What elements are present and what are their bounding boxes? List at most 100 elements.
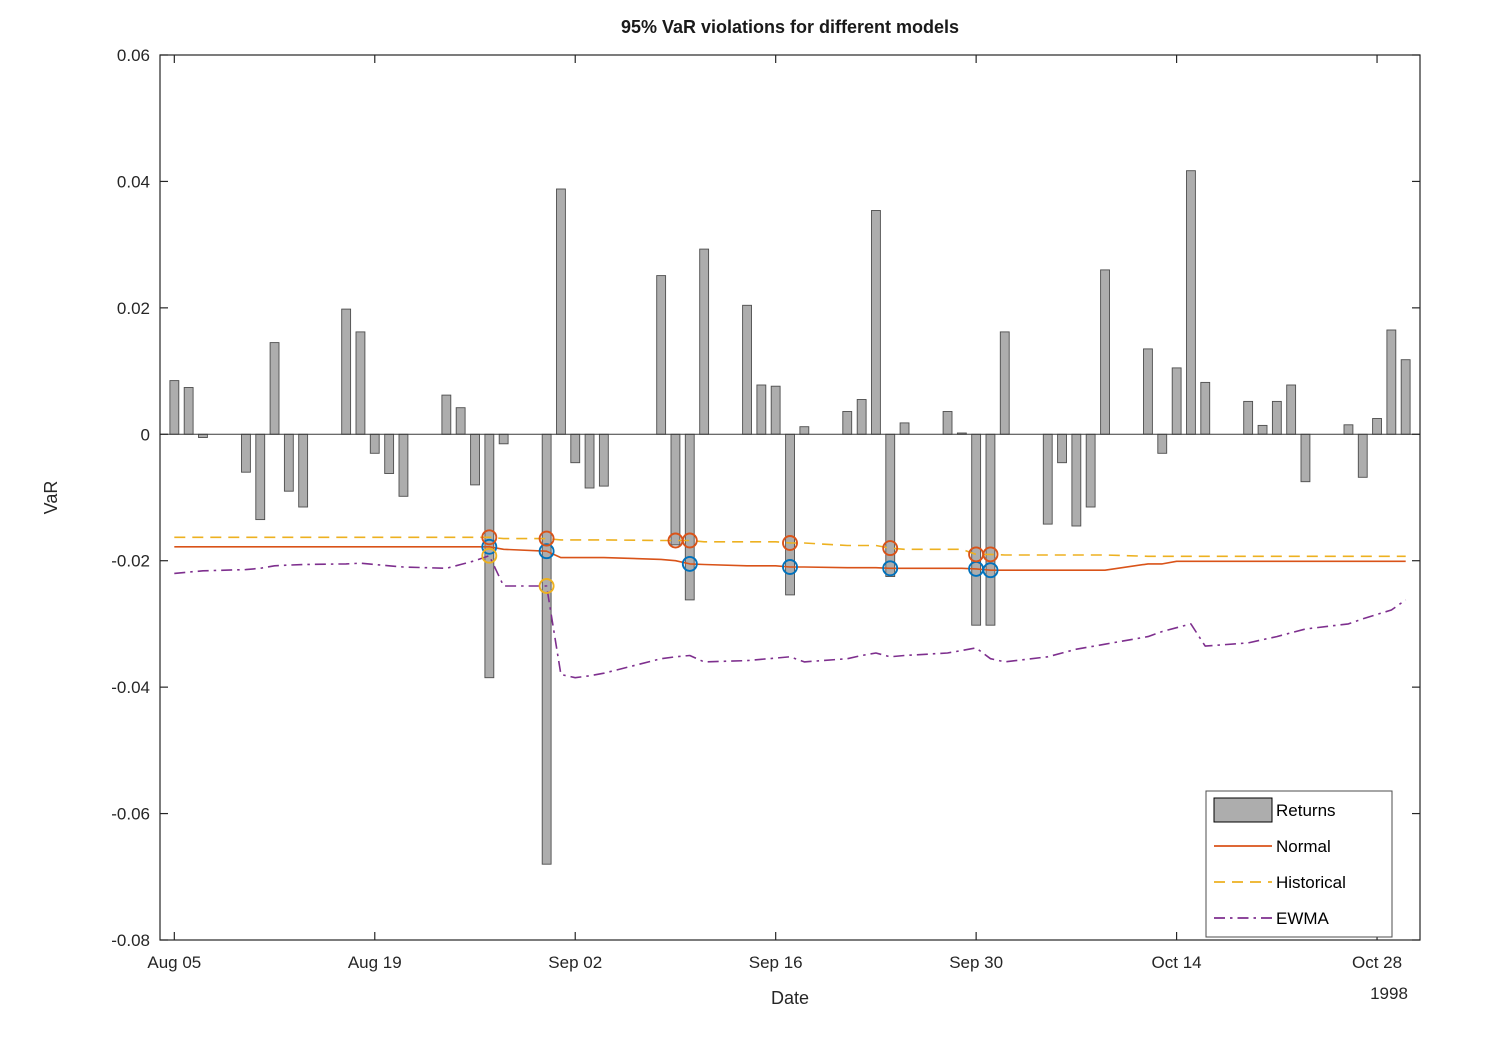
return-bar (770, 385, 781, 435)
x-tick-label: Oct 28 (1352, 953, 1402, 972)
historical-violation-marker (782, 535, 798, 551)
return-bar (441, 394, 452, 435)
return-bar (598, 433, 609, 487)
return-bar (1071, 433, 1082, 527)
ewma-violation-marker (481, 547, 498, 564)
return-bar (1386, 329, 1397, 435)
return-bar (670, 433, 681, 546)
y-tick-label: 0 (141, 425, 150, 444)
normal-violation-marker (481, 538, 498, 555)
return-bar (541, 433, 552, 865)
return-bar (871, 210, 881, 435)
return-bar (470, 433, 480, 486)
return-bar (971, 433, 982, 626)
normal-violation-marker (882, 560, 899, 577)
return-bar (369, 433, 380, 454)
x-tick-label: Aug 19 (348, 953, 402, 972)
return-bar (283, 433, 294, 492)
return-bar (785, 433, 795, 596)
return-bar (169, 380, 180, 435)
return-bar (999, 331, 1010, 435)
return-bar (799, 426, 810, 435)
ewma-violation-marker (538, 578, 555, 594)
return-bar (183, 387, 194, 435)
y-tick-label: 0.02 (117, 299, 150, 318)
y-tick-label: -0.04 (111, 678, 150, 697)
return-bar (1372, 418, 1382, 435)
legend-returns-swatch (1213, 797, 1273, 823)
return-bar (756, 384, 767, 435)
axes-box (159, 54, 1421, 941)
return-bar (1357, 433, 1368, 478)
return-bar (1100, 269, 1110, 435)
legend-label-historical: Historical (1276, 873, 1346, 892)
normal-violation-marker (782, 559, 798, 575)
return-bar (584, 433, 595, 489)
return-bar (1157, 433, 1168, 454)
return-bar (1042, 433, 1053, 525)
y-tick-label: -0.06 (111, 805, 150, 824)
x-axis-year-label: 1998 (1370, 984, 1408, 1003)
historical-violation-marker (481, 529, 498, 546)
y-axis-label: VaR (41, 481, 61, 515)
historical-violation-marker (882, 540, 899, 557)
return-bar (856, 399, 867, 435)
historical-violation-marker (681, 532, 698, 549)
x-tick-label: Sep 02 (548, 953, 602, 972)
y-tick-label: 0.06 (117, 46, 150, 65)
return-bar (355, 331, 366, 435)
return-bar (241, 433, 251, 473)
return-bar (1057, 433, 1067, 464)
y-tick-label: -0.08 (111, 931, 150, 950)
return-bar (1243, 400, 1254, 435)
return-bar (842, 411, 853, 435)
return-bar (1343, 424, 1354, 435)
chart-title: 95% VaR violations for different models (621, 17, 959, 37)
x-tick-label: Aug 05 (147, 953, 201, 972)
return-bar (1171, 367, 1182, 435)
return-bar (455, 407, 466, 435)
return-bar (985, 433, 996, 626)
return-bar (341, 308, 352, 435)
return-bar (384, 433, 395, 474)
return-bar (1286, 384, 1297, 435)
return-bar (899, 422, 910, 435)
return-bar (269, 342, 280, 435)
return-bar (656, 275, 667, 435)
y-tick-label: 0.04 (117, 172, 150, 191)
historical-violation-marker (538, 530, 555, 547)
y-tick-label: -0.02 (111, 552, 150, 571)
x-axis-label: Date (771, 988, 809, 1008)
return-bar (1186, 170, 1196, 435)
return-bar (942, 411, 953, 435)
x-tick-label: Sep 16 (749, 953, 803, 972)
normal-violation-marker (681, 555, 698, 572)
historical-var-line (174, 536, 1406, 558)
legend-label-normal: Normal (1276, 837, 1331, 856)
return-bar (699, 248, 710, 435)
return-bar (1257, 424, 1268, 435)
x-tick-label: Sep 30 (949, 953, 1003, 972)
normal-violation-marker (982, 562, 999, 579)
return-bar (570, 433, 581, 464)
historical-violation-marker (982, 546, 999, 563)
return-bar (556, 188, 566, 435)
return-bar (298, 433, 309, 508)
return-bar (742, 304, 752, 435)
return-bar (1400, 359, 1411, 435)
return-bar (255, 433, 266, 521)
return-bar (1200, 381, 1211, 435)
return-bar (1085, 433, 1096, 508)
x-tick-label: Oct 14 (1152, 953, 1202, 972)
return-bar (1271, 400, 1282, 435)
return-bar (498, 433, 509, 445)
return-bar (684, 433, 695, 601)
legend-label-ewma: EWMA (1276, 909, 1330, 928)
return-bar (1143, 348, 1153, 435)
return-bar (1300, 433, 1311, 483)
return-bar (398, 433, 409, 497)
legend-label-returns: Returns (1276, 801, 1336, 820)
normal-violation-marker (538, 543, 555, 560)
